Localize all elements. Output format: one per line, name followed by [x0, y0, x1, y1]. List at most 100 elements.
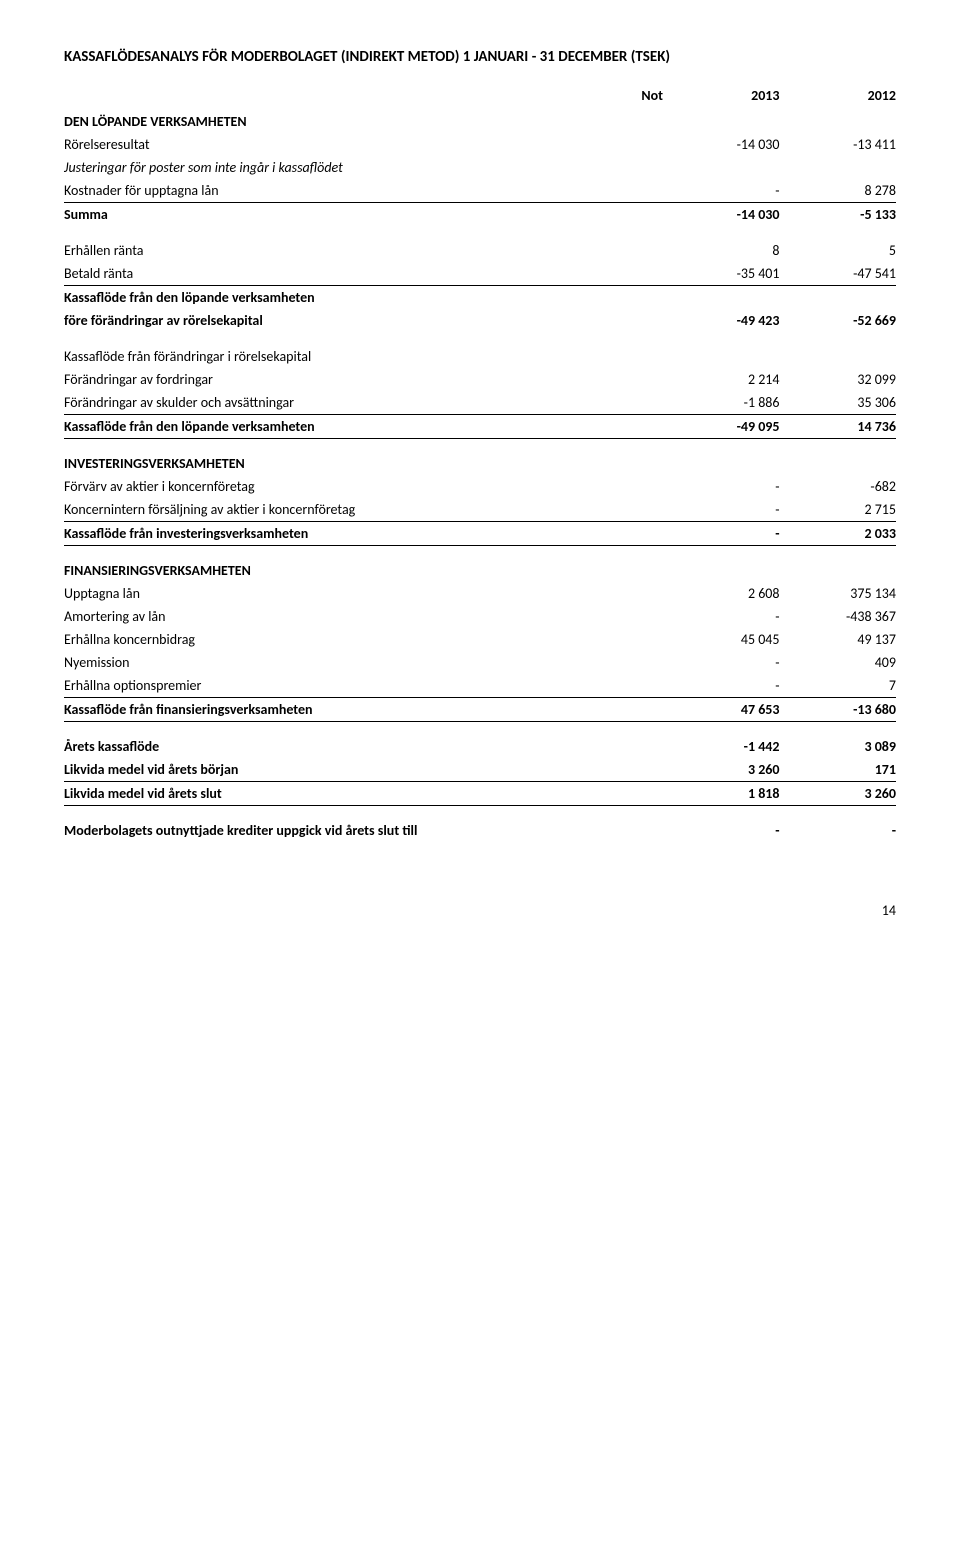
section-heading: INVESTERINGSVERKSAMHETEN: [64, 439, 580, 476]
row-label: Koncernintern försäljning av aktier i ko…: [64, 498, 580, 522]
col-header-y1: 2013: [663, 84, 779, 107]
table-row: Amortering av lån - -438 367: [64, 605, 896, 628]
row-label: Erhållen ränta: [64, 226, 580, 262]
row-label: före förändringar av rörelsekapital: [64, 309, 580, 332]
row-value: -35 401: [663, 262, 779, 286]
row-label: Förändringar av skulder och avsättningar: [64, 391, 580, 415]
row-label: Likvida medel vid årets slut: [64, 782, 580, 806]
row-value: 2 715: [780, 498, 897, 522]
row-value: -13 680: [780, 698, 897, 722]
row-label: Kostnader för upptagna lån: [64, 179, 580, 203]
table-row: Rörelseresultat -14 030 -13 411: [64, 133, 896, 156]
row-value: -14 030: [663, 203, 779, 227]
table-row: Upptagna lån 2 608 375 134: [64, 582, 896, 605]
row-value: 2 214: [663, 368, 779, 391]
page-title: KASSAFLÖDESANALYS FÖR MODERBOLAGET (INDI…: [64, 48, 896, 66]
row-label: Kassaflöde från förändringar i rörelseka…: [64, 332, 580, 368]
table-row: Likvida medel vid årets början 3 260 171: [64, 758, 896, 782]
col-header-y2: 2012: [780, 84, 897, 107]
table-row: Moderbolagets outnyttjade krediter uppgi…: [64, 806, 896, 843]
table-row: Förändringar av skulder och avsättningar…: [64, 391, 896, 415]
row-value: 35 306: [780, 391, 897, 415]
row-value: 171: [780, 758, 897, 782]
cashflow-table: Not 2013 2012 DEN LÖPANDE VERKSAMHETEN R…: [64, 84, 896, 842]
row-value: 8: [663, 226, 779, 262]
table-row: Betald ränta -35 401 -47 541: [64, 262, 896, 286]
row-value: 45 045: [663, 628, 779, 651]
table-row: Koncernintern försäljning av aktier i ko…: [64, 498, 896, 522]
row-value: 49 137: [780, 628, 897, 651]
row-value: -: [663, 651, 779, 674]
row-value: 409: [780, 651, 897, 674]
row-label: Kassaflöde från den löpande verksamheten: [64, 415, 580, 439]
row-label: Betald ränta: [64, 262, 580, 286]
row-label: Summa: [64, 203, 580, 227]
row-value: -: [663, 522, 779, 546]
row-value: -: [663, 806, 779, 843]
row-value: -: [663, 475, 779, 498]
row-value: 7: [780, 674, 897, 698]
table-row: Summa -14 030 -5 133: [64, 203, 896, 227]
row-value: 375 134: [780, 582, 897, 605]
row-label: Kassaflöde från den löpande verksamheten: [64, 286, 580, 310]
page-number: 14: [64, 902, 896, 919]
row-value: -49 423: [663, 309, 779, 332]
table-row: Likvida medel vid årets slut 1 818 3 260: [64, 782, 896, 806]
row-label: Moderbolagets outnyttjade krediter uppgi…: [64, 806, 580, 843]
row-label: Erhållna koncernbidrag: [64, 628, 580, 651]
row-label: Amortering av lån: [64, 605, 580, 628]
table-row: Erhållen ränta 8 5: [64, 226, 896, 262]
row-value: -13 411: [780, 133, 897, 156]
table-row: Justeringar för poster som inte ingår i …: [64, 156, 896, 179]
row-value: 47 653: [663, 698, 779, 722]
row-label: Likvida medel vid årets början: [64, 758, 580, 782]
row-label: Justeringar för poster som inte ingår i …: [64, 156, 580, 179]
table-row: Kassaflöde från den löpande verksamheten…: [64, 415, 896, 439]
table-row: Årets kassaflöde -1 442 3 089: [64, 722, 896, 759]
row-label: Förändringar av fordringar: [64, 368, 580, 391]
row-value: -: [663, 179, 779, 203]
row-value: -1 442: [663, 722, 779, 759]
row-value: 3 260: [780, 782, 897, 806]
row-label: Kassaflöde från investeringsverksamheten: [64, 522, 580, 546]
table-row: Erhållna koncernbidrag 45 045 49 137: [64, 628, 896, 651]
row-value: 14 736: [780, 415, 897, 439]
table-row: Kassaflöde från förändringar i rörelseka…: [64, 332, 896, 368]
col-header-note: Not: [580, 84, 663, 107]
row-value: 5: [780, 226, 897, 262]
row-label: Nyemission: [64, 651, 580, 674]
row-value: -: [663, 674, 779, 698]
row-label: Förvärv av aktier i koncernföretag: [64, 475, 580, 498]
row-value: -438 367: [780, 605, 897, 628]
table-row: Erhållna optionspremier - 7: [64, 674, 896, 698]
row-label: Årets kassaflöde: [64, 722, 580, 759]
table-row: Förändringar av fordringar 2 214 32 099: [64, 368, 896, 391]
section-heading: DEN LÖPANDE VERKSAMHETEN: [64, 107, 580, 133]
row-label: Upptagna lån: [64, 582, 580, 605]
row-label: Erhållna optionspremier: [64, 674, 580, 698]
row-value: -47 541: [780, 262, 897, 286]
row-value: 8 278: [780, 179, 897, 203]
table-row: före förändringar av rörelsekapital -49 …: [64, 309, 896, 332]
row-value: -49 095: [663, 415, 779, 439]
table-row: Kassaflöde från finansieringsverksamhete…: [64, 698, 896, 722]
row-value: 32 099: [780, 368, 897, 391]
row-value: 2 033: [780, 522, 897, 546]
table-row: Kostnader för upptagna lån - 8 278: [64, 179, 896, 203]
row-value: -: [663, 605, 779, 628]
row-value: 1 818: [663, 782, 779, 806]
row-label: Kassaflöde från finansieringsverksamhete…: [64, 698, 580, 722]
table-row: Kassaflöde från investeringsverksamheten…: [64, 522, 896, 546]
row-value: -: [780, 806, 897, 843]
row-value: 2 608: [663, 582, 779, 605]
row-value: 3 260: [663, 758, 779, 782]
row-value: -1 886: [663, 391, 779, 415]
row-value: -52 669: [780, 309, 897, 332]
row-value: -5 133: [780, 203, 897, 227]
row-value: -: [663, 498, 779, 522]
row-value: -682: [780, 475, 897, 498]
row-label: Rörelseresultat: [64, 133, 580, 156]
row-value: 3 089: [780, 722, 897, 759]
table-row: Kassaflöde från den löpande verksamheten: [64, 286, 896, 310]
row-value: -14 030: [663, 133, 779, 156]
